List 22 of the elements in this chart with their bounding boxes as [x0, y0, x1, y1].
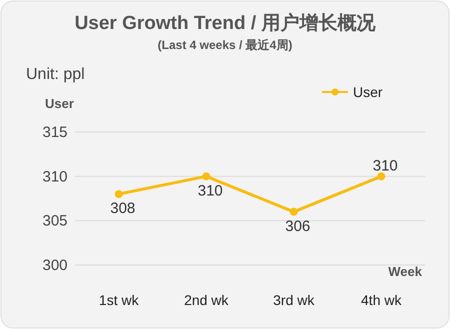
point [202, 172, 210, 180]
chart-subtitle: (Last 4 weeks / 最近4周) [158, 38, 292, 52]
legend-label: User [353, 84, 383, 100]
chart-title: User Growth Trend / 用户增长概况 [74, 12, 376, 34]
point [290, 208, 298, 216]
data-label: 308 [110, 200, 136, 218]
y-axis-title: User [45, 96, 74, 111]
data-label: 310 [372, 157, 398, 174]
x-tick-label: 3rd wk [273, 292, 316, 308]
x-tick-label: 1st wk [98, 292, 140, 308]
text: Unit: ppl [26, 66, 85, 83]
y-tick-label: 310 [42, 168, 68, 186]
y-tick-label: 300 [42, 257, 68, 274]
y-tick-label: 315 [42, 124, 68, 141]
point [114, 190, 123, 198]
x-axis-title: Week [388, 264, 423, 279]
data-label: 310 [198, 182, 223, 200]
x-tick-label: 2nd wk [184, 292, 230, 308]
x-tick-label: 4th wk [361, 292, 402, 308]
data-label: 306 [285, 218, 310, 235]
y-tick-label: 305 [42, 212, 68, 230]
point [377, 172, 386, 180]
